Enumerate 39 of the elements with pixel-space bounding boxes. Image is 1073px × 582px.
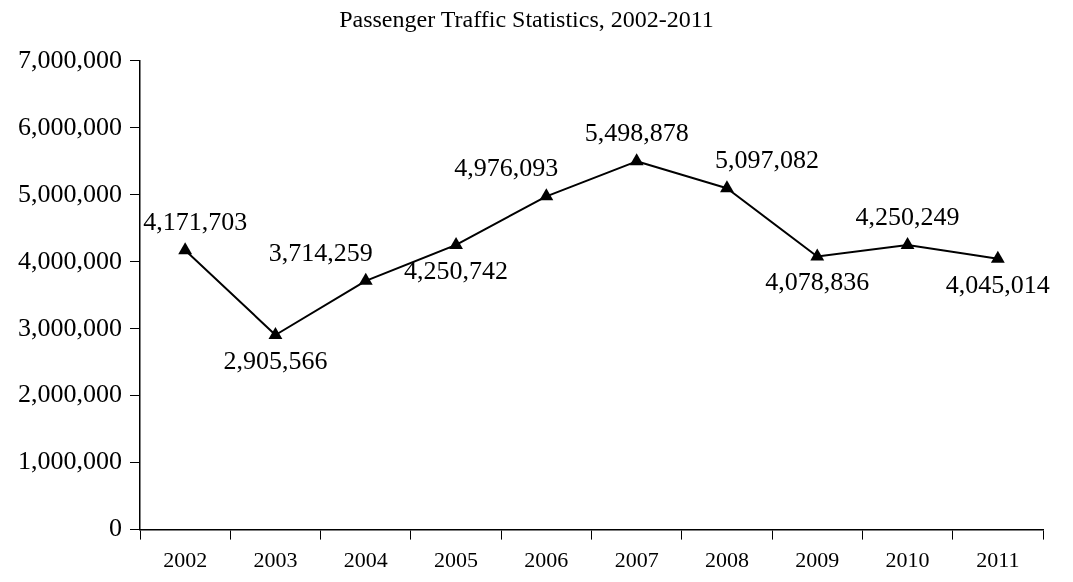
point bbox=[539, 188, 554, 201]
data-label: 4,078,836 bbox=[765, 267, 870, 297]
data-label: 4,045,014 bbox=[945, 269, 1050, 299]
point bbox=[900, 236, 915, 249]
y-tick-label: 0 bbox=[109, 513, 122, 543]
x-tick-label: 2006 bbox=[524, 546, 569, 572]
point bbox=[449, 236, 463, 249]
point bbox=[358, 272, 373, 285]
x-tick-label: 2011 bbox=[976, 546, 1020, 572]
y-tick-label: 2,000,000 bbox=[18, 379, 122, 409]
y-tick-label: 3,000,000 bbox=[18, 312, 122, 342]
point bbox=[810, 248, 825, 261]
data-label: 4,976,093 bbox=[454, 153, 559, 183]
data-label: 3,714,259 bbox=[268, 237, 373, 267]
data-label: 4,250,742 bbox=[404, 255, 509, 285]
data-label: 4,250,249 bbox=[855, 201, 960, 231]
x-tick-label: 2010 bbox=[885, 546, 930, 572]
chart-title: Passenger Traffic Statistics, 2002-2011 bbox=[339, 5, 714, 32]
y-tick-label: 5,000,000 bbox=[18, 178, 122, 208]
point bbox=[720, 180, 734, 193]
y-tick-label: 4,000,000 bbox=[18, 245, 122, 275]
data-label: 2,905,566 bbox=[223, 345, 328, 375]
y-tick-label: 7,000,000 bbox=[18, 44, 122, 74]
data-label: 4,171,703 bbox=[143, 207, 248, 237]
x-tick-label: 2007 bbox=[614, 546, 659, 572]
data-label: 5,097,082 bbox=[714, 145, 819, 175]
point bbox=[990, 250, 1005, 263]
y-tick-label: 6,000,000 bbox=[18, 111, 122, 141]
x-tick-label: 2002 bbox=[163, 546, 208, 572]
data-label: 5,498,878 bbox=[584, 118, 689, 148]
y-tick-label: 1,000,000 bbox=[18, 446, 122, 476]
point bbox=[178, 242, 193, 255]
x-tick-label: 2004 bbox=[343, 546, 388, 572]
x-tick-label: 2005 bbox=[434, 546, 479, 572]
x-tick-label: 2003 bbox=[253, 546, 298, 572]
x-tick-label: 2008 bbox=[704, 546, 749, 572]
point bbox=[268, 327, 283, 340]
x-tick-label: 2009 bbox=[795, 546, 840, 572]
point bbox=[629, 153, 644, 166]
